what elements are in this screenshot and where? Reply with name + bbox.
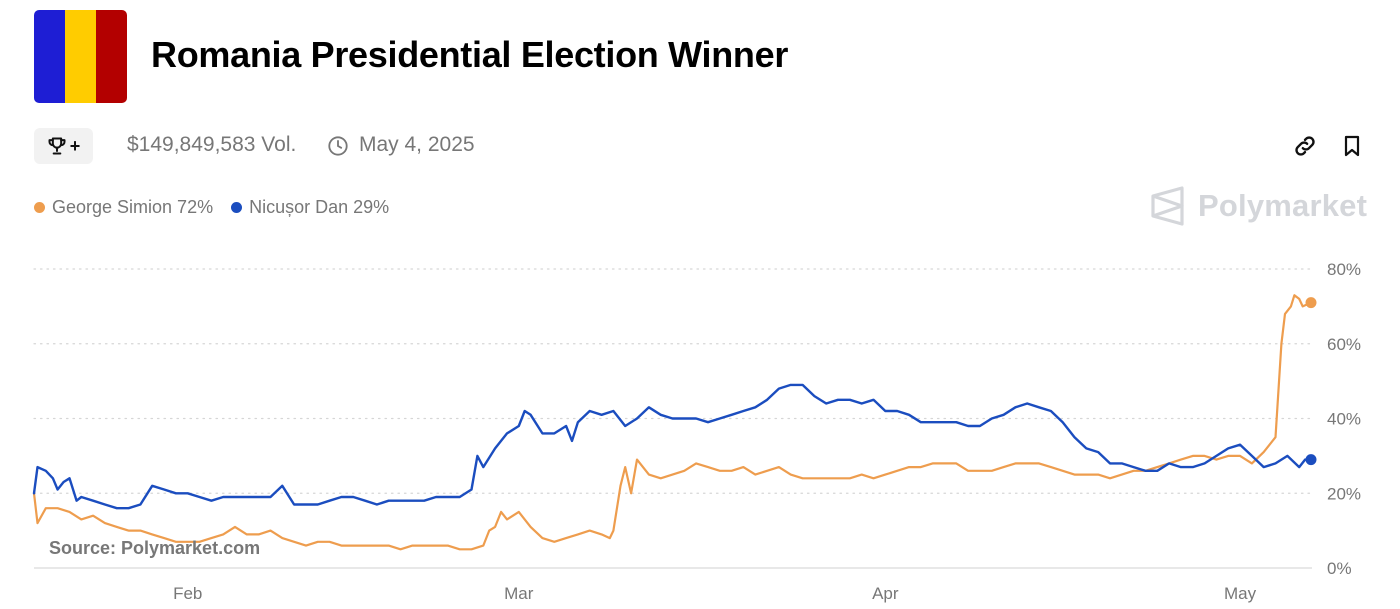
y-tick-label-0: 0% (1327, 559, 1352, 578)
legend-label-simion: George Simion 72% (52, 197, 214, 217)
x-tick-label-mar: Mar (504, 584, 534, 603)
y-tick-label-80: 80% (1327, 260, 1361, 279)
flag-stripe-yellow (65, 10, 96, 103)
series-line-george-simion (32, 294, 1313, 551)
polymarket-logo-icon (1151, 186, 1184, 226)
chart-legend: George Simion 72% Nicușor Dan 29% (34, 197, 407, 218)
y-tick-label-20: 20% (1327, 484, 1361, 503)
legend-dot-dan (231, 202, 243, 213)
series-line-nicu-or-dan (32, 383, 1313, 510)
y-tick-label-40: 40% (1327, 410, 1361, 429)
legend-item-george-simion: George Simion 72% (34, 197, 213, 218)
legend-item-nicusor-dan: Nicușor Dan 29% (231, 197, 389, 218)
polymarket-watermark: Polymarket (1150, 186, 1367, 226)
series-end-dot-george-simion (1305, 297, 1317, 309)
page-title: Romania Presidential Election Winner (151, 34, 789, 75)
series-end-dot-nicu-or-dan (1305, 454, 1317, 466)
source-label: Source: Polymarket.com (49, 538, 261, 558)
romania-flag (34, 10, 127, 103)
volume-text: $149,849,583 Vol. (127, 133, 297, 156)
trophy-plus: + (69, 136, 81, 156)
trophy-button[interactable]: + (34, 128, 93, 164)
brand-name: Polymarket (1198, 188, 1368, 223)
x-tick-label-apr: Apr (872, 584, 899, 603)
x-tick-label-may: May (1224, 584, 1257, 603)
clock-icon (328, 136, 348, 156)
legend-label-dan: Nicușor Dan 29% (249, 197, 390, 217)
bookmark-icon[interactable] (1340, 133, 1364, 159)
link-icon[interactable] (1292, 133, 1318, 159)
trophy-icon (48, 137, 66, 155)
x-tick-label-feb: Feb (173, 584, 202, 603)
end-date-text: May 4, 2025 (359, 133, 475, 156)
flag-stripe-blue (34, 10, 65, 103)
flag-stripe-red (96, 10, 127, 103)
y-tick-label-60: 60% (1327, 335, 1361, 354)
legend-dot-simion (34, 202, 45, 213)
